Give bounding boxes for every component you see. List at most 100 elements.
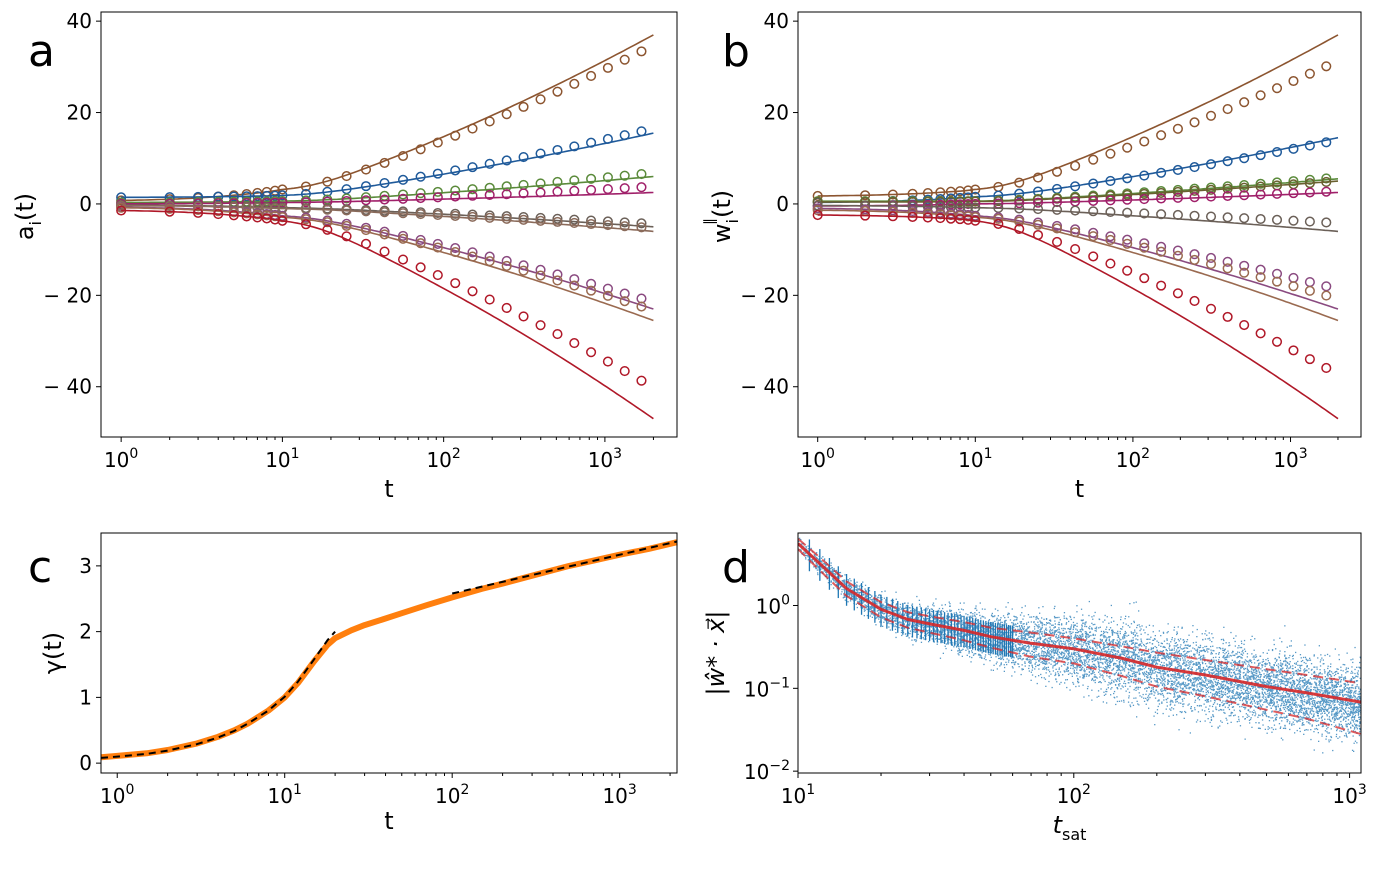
scatter-point xyxy=(927,612,929,615)
scatter-point xyxy=(1103,657,1105,659)
scatter-point xyxy=(1170,663,1172,665)
x-tick-label: 102 xyxy=(426,446,460,472)
scatter-point xyxy=(1094,634,1096,636)
scatter-point xyxy=(1309,711,1311,713)
scatter-point xyxy=(1174,694,1176,696)
marker-gray-brown xyxy=(1205,211,1217,222)
marker-brown-up xyxy=(1321,61,1332,72)
scatter-point xyxy=(1184,685,1186,688)
scatter-point xyxy=(1303,671,1305,673)
scatter-point xyxy=(1230,675,1232,678)
x-tick-label: 100 xyxy=(801,446,835,472)
scatter-point xyxy=(888,615,890,617)
scatter-point xyxy=(1227,706,1229,709)
scatter-point xyxy=(949,630,951,632)
scatter-point xyxy=(1210,681,1212,683)
marker-purple xyxy=(569,274,580,285)
scatter-point xyxy=(1155,659,1157,661)
scatter-point xyxy=(1341,730,1343,733)
scatter-point xyxy=(1355,692,1357,694)
scatter-point xyxy=(1038,660,1040,663)
scatter-point xyxy=(1355,724,1357,726)
scatter-point xyxy=(1311,709,1313,712)
scatter-point xyxy=(1216,673,1218,675)
scatter-point xyxy=(1261,696,1264,698)
scatter-point xyxy=(952,630,954,632)
scatter-point xyxy=(1262,712,1264,714)
scatter-point xyxy=(1165,663,1168,665)
scatter-point xyxy=(1111,679,1113,681)
scatter-point xyxy=(1254,715,1256,717)
scatter-point xyxy=(1111,687,1113,689)
scatter-point xyxy=(1247,697,1249,699)
scatter-point xyxy=(1244,661,1246,663)
scatter-point xyxy=(979,656,981,659)
marker-red xyxy=(1239,319,1250,331)
y-label-main: a xyxy=(11,225,39,240)
scatter-point xyxy=(1050,655,1053,657)
scatter-point xyxy=(1207,638,1209,640)
scatter-point xyxy=(888,606,890,609)
scatter-point xyxy=(1333,721,1335,723)
scatter-point xyxy=(1033,651,1036,654)
scatter-point xyxy=(1096,643,1098,645)
marker-blue xyxy=(1239,153,1250,164)
marker-green xyxy=(450,185,461,196)
fit-line-purple xyxy=(817,207,1339,310)
scatter-point xyxy=(919,623,921,625)
scatter-point xyxy=(1079,669,1081,671)
marker-brown-up xyxy=(1051,166,1063,177)
scatter-point xyxy=(1312,698,1314,700)
scatter-point xyxy=(1089,625,1091,628)
scatter-point xyxy=(1102,701,1104,703)
scatter-point xyxy=(1286,665,1288,667)
scatter-point xyxy=(959,611,961,613)
scatter-point xyxy=(1034,646,1036,648)
scatter-point xyxy=(1259,673,1261,675)
scatter-point xyxy=(1154,692,1156,694)
scatter-point xyxy=(1154,635,1156,637)
scatter-point xyxy=(1187,659,1189,662)
scatter-point xyxy=(1013,643,1015,645)
scatter-point xyxy=(1230,668,1233,670)
scatter-point xyxy=(1022,645,1025,647)
scatter-point xyxy=(1076,629,1078,631)
scatter-point xyxy=(972,615,974,617)
marker-taupe xyxy=(415,209,426,220)
scatter-point xyxy=(1327,732,1329,734)
marker-brown-up xyxy=(1139,136,1150,147)
marker-magenta xyxy=(1288,188,1299,199)
scatter-point xyxy=(1264,665,1266,667)
scatter-point xyxy=(1176,667,1178,669)
scatter-point xyxy=(807,548,809,550)
x-tick-label: 101 xyxy=(958,446,992,472)
x-tick-label: 103 xyxy=(602,782,636,808)
scatter-point xyxy=(1204,699,1206,702)
scatter-point xyxy=(1262,660,1265,663)
marker-red xyxy=(397,254,409,265)
scatter-point xyxy=(1269,662,1271,665)
scatter-point xyxy=(1171,649,1173,651)
scatter-point xyxy=(1168,666,1171,668)
scatter-point xyxy=(1268,727,1271,729)
scatter-point xyxy=(1222,647,1224,650)
scatter-point xyxy=(1030,654,1032,657)
marker-red xyxy=(269,214,281,225)
marker-magenta xyxy=(360,195,372,206)
scatter-point xyxy=(1179,711,1181,713)
marker-brown-up xyxy=(300,181,312,192)
scatter-point xyxy=(1349,691,1351,693)
scatter-point xyxy=(1323,698,1325,700)
scatter-point xyxy=(1136,642,1138,644)
scatter-point xyxy=(1171,661,1173,663)
scatter-point xyxy=(1182,682,1184,685)
marker-magenta xyxy=(1304,187,1315,198)
scatter-point xyxy=(1164,654,1166,656)
scatter-point xyxy=(1359,710,1361,712)
scatter-point xyxy=(1290,687,1292,689)
marker-blue xyxy=(467,162,478,173)
scatter-point xyxy=(1332,694,1335,696)
scatter-point xyxy=(1037,658,1039,660)
scatter-point xyxy=(1198,690,1200,692)
marker-red xyxy=(164,206,175,217)
